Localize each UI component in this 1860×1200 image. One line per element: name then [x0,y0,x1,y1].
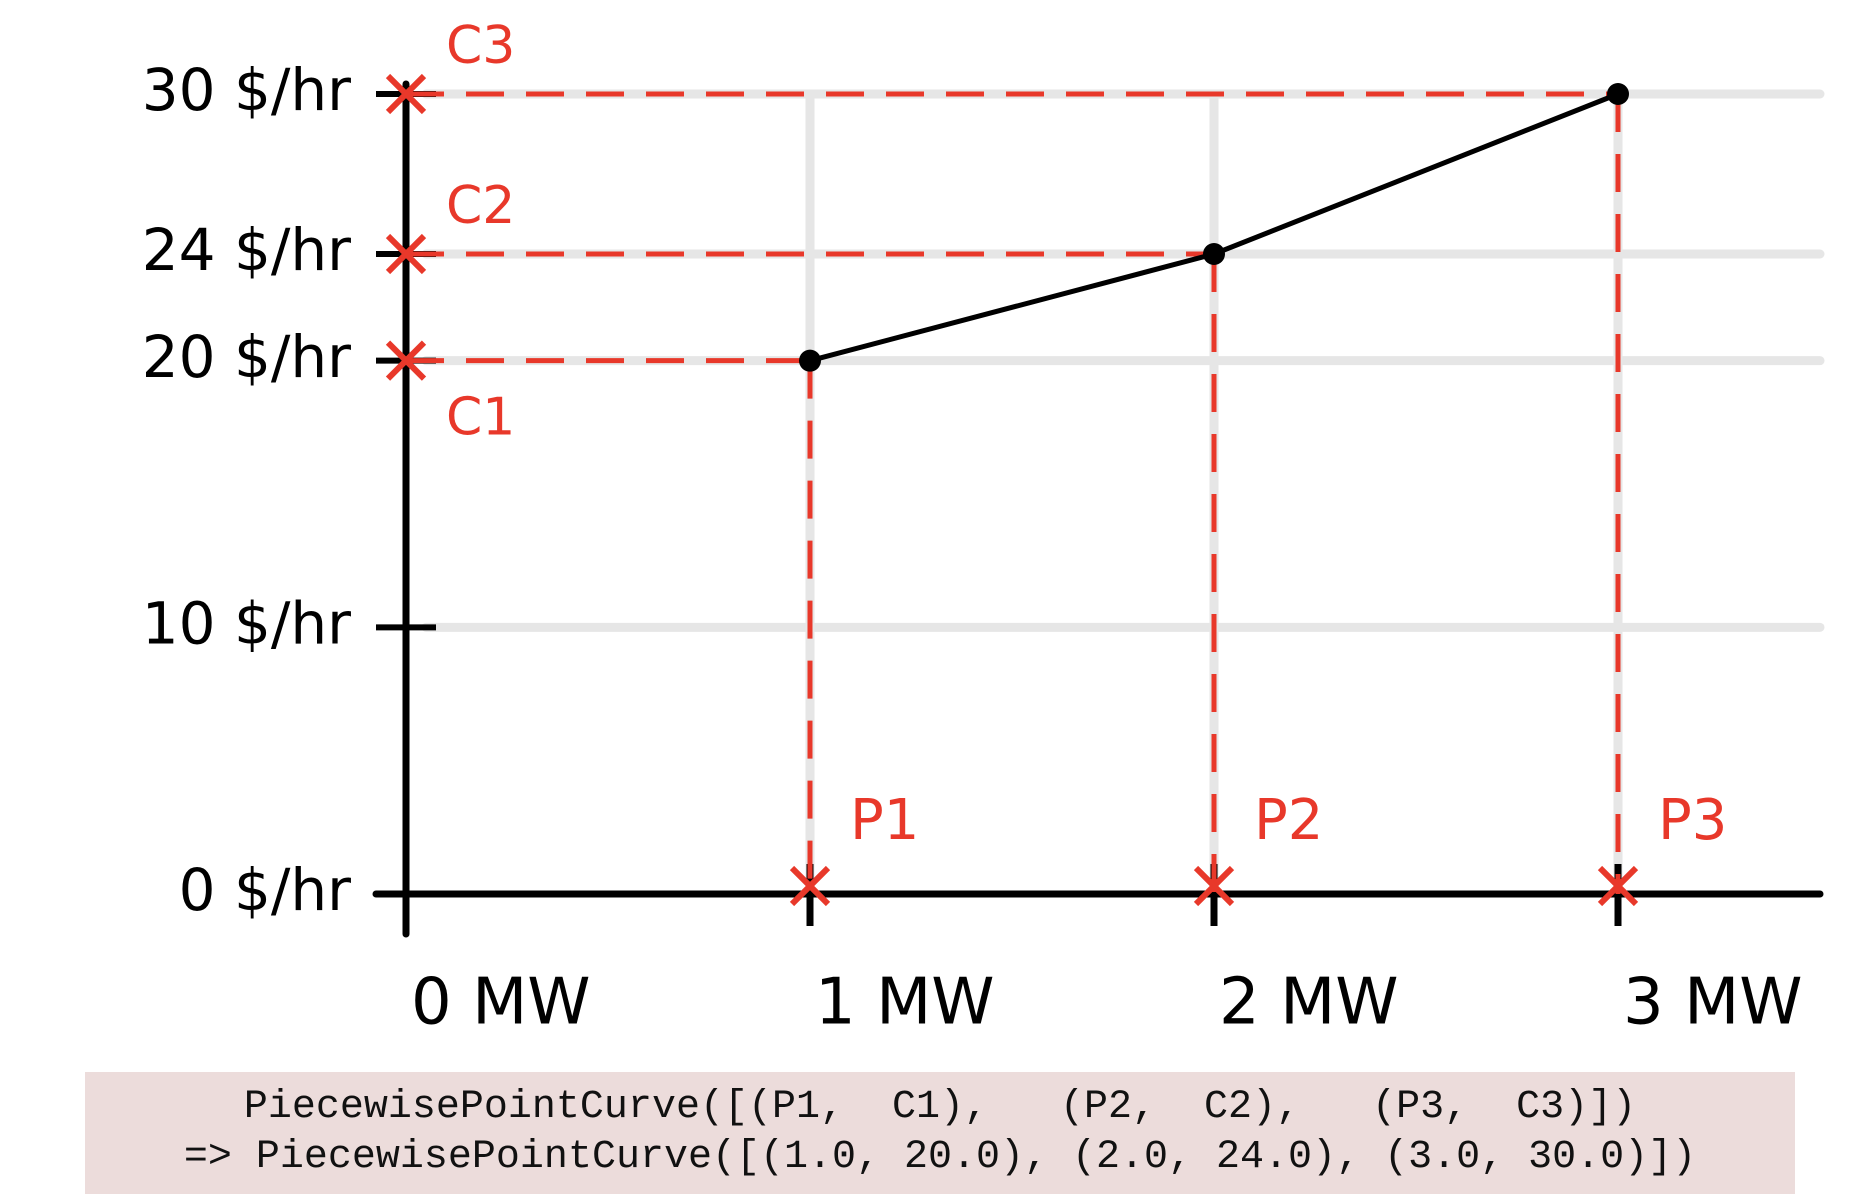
cross [385,233,427,275]
x-tick-label: 3 MW [1623,966,1803,1040]
x-tick-label: 2 MW [1219,966,1399,1040]
y-tick-label: 20 $/hr [142,323,351,391]
y-tick-label: 24 $/hr [142,216,351,284]
cross-stroke [1597,865,1639,907]
code-line: PiecewisePointCurve([(P1, C1), (P2, C2),… [243,1085,1637,1130]
y-tick-label: 10 $/hr [142,589,351,657]
point [1203,243,1225,265]
x-point-label: P3 [1658,788,1727,853]
point [799,349,821,372]
y-tick-label: 30 $/hr [142,56,351,124]
cross [385,340,427,381]
point [1607,83,1629,105]
x-point-label: P2 [1254,788,1323,853]
y-point-label: C2 [446,176,515,236]
x-point-label: P1 [850,788,919,853]
cross-stroke [385,340,427,381]
y-point-label: C3 [446,16,515,76]
code-box: PiecewisePointCurve([(P1, C1), (P2, C2),… [85,1072,1795,1194]
x-tick-label: 1 MW [815,966,995,1040]
code-line: => PiecewisePointCurve([(1.0, 20.0), (2.… [183,1135,1697,1180]
y-tick-label: 0 $/hr [179,856,352,924]
y-point-label: C1 [446,388,515,448]
cross [789,865,831,907]
cross [385,73,427,115]
cross-stroke [385,73,427,115]
cross-stroke [385,233,427,275]
cross [1597,865,1639,907]
cross-stroke [1193,865,1235,907]
cross [1193,865,1235,907]
x-tick-label: 0 MW [411,966,591,1040]
chart: 0 $/hr 10 $/hr 20 $/hr 24 $/hr 30 $/hr 0 MW 1 … [142,16,1825,1040]
cross-stroke [789,865,831,907]
